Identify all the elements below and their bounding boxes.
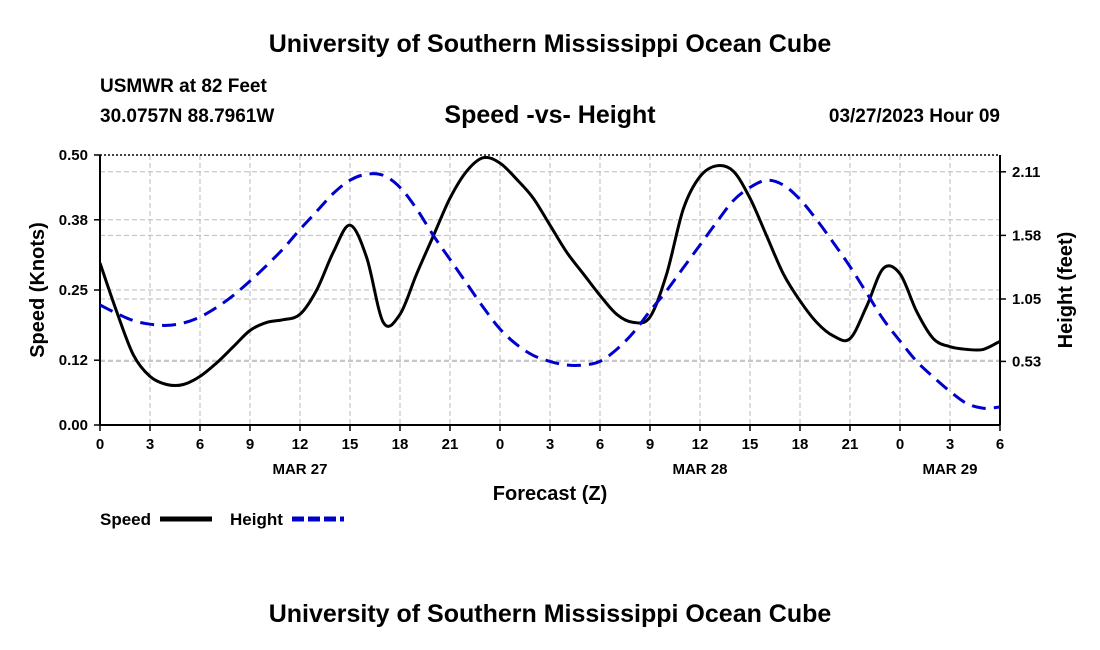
- x-tick-label: 6: [996, 436, 1004, 453]
- y-right-axis-title: Height (feet): [1055, 232, 1077, 349]
- station-coordinates: 30.0757N 88.7961W: [100, 106, 275, 127]
- date-label: MAR 29: [922, 461, 977, 478]
- y-left-axis-title: Speed (Knots): [27, 222, 49, 358]
- x-tick-label: 3: [146, 436, 154, 453]
- x-tick-label: 3: [546, 436, 554, 453]
- x-tick-label: 0: [96, 436, 104, 453]
- x-tick-label: 0: [896, 436, 904, 453]
- x-tick-label: 12: [292, 436, 309, 453]
- x-tick-label: 21: [842, 436, 859, 453]
- series-line-speed: [100, 155, 1000, 388]
- date-label: MAR 27: [272, 461, 327, 478]
- chart-title: Speed -vs- Height: [444, 101, 656, 129]
- forecast-datetime: 03/27/2023 Hour 09: [828, 106, 1000, 127]
- x-tick-label: 3: [946, 436, 954, 453]
- y-right-tick-label: 1.05: [1012, 291, 1041, 308]
- x-tick-label: 6: [196, 436, 204, 453]
- y-right-tick-label: 0.53: [1012, 353, 1041, 370]
- y-left-tick-label: 0.25: [59, 282, 88, 299]
- x-tick-label: 6: [596, 436, 604, 453]
- x-tick-label: 15: [342, 436, 359, 453]
- station-label: USMWR at 82 Feet: [100, 76, 267, 97]
- x-tick-label: 12: [692, 436, 709, 453]
- series-line-height: [100, 172, 1000, 410]
- page-title: University of Southern Mississippi Ocean…: [268, 30, 832, 58]
- speed-height-chart: 0 3 6 9 12 15 18 21 0 3 6 9 12 15 18 21 0 3 6 MAR 27 MAR 28 M…: [27, 147, 1077, 529]
- y-left-tick-label: 0.00: [59, 417, 88, 434]
- x-tick-label: 9: [246, 436, 254, 453]
- x-tick-label: 0: [496, 436, 504, 453]
- y-left-tick-label: 0.38: [59, 212, 88, 229]
- x-tick-label: 15: [742, 436, 759, 453]
- x-tick-label: 21: [442, 436, 459, 453]
- x-tick-label: 18: [392, 436, 409, 453]
- x-tick-label: 18: [792, 436, 809, 453]
- y-right-tick-label: 1.58: [1012, 227, 1041, 244]
- date-label: MAR 28: [672, 461, 727, 478]
- y-left-tick-label: 0.12: [59, 352, 88, 369]
- x-tick-label: 9: [646, 436, 654, 453]
- legend-label-speed: Speed: [100, 510, 151, 529]
- x-axis-title: Forecast (Z): [493, 483, 607, 505]
- legend-label-height: Height: [230, 510, 283, 529]
- y-right-tick-label: 2.11: [1012, 164, 1040, 181]
- y-left-tick-label: 0.50: [59, 147, 88, 164]
- footer-title: University of Southern Mississippi Ocean…: [268, 600, 832, 628]
